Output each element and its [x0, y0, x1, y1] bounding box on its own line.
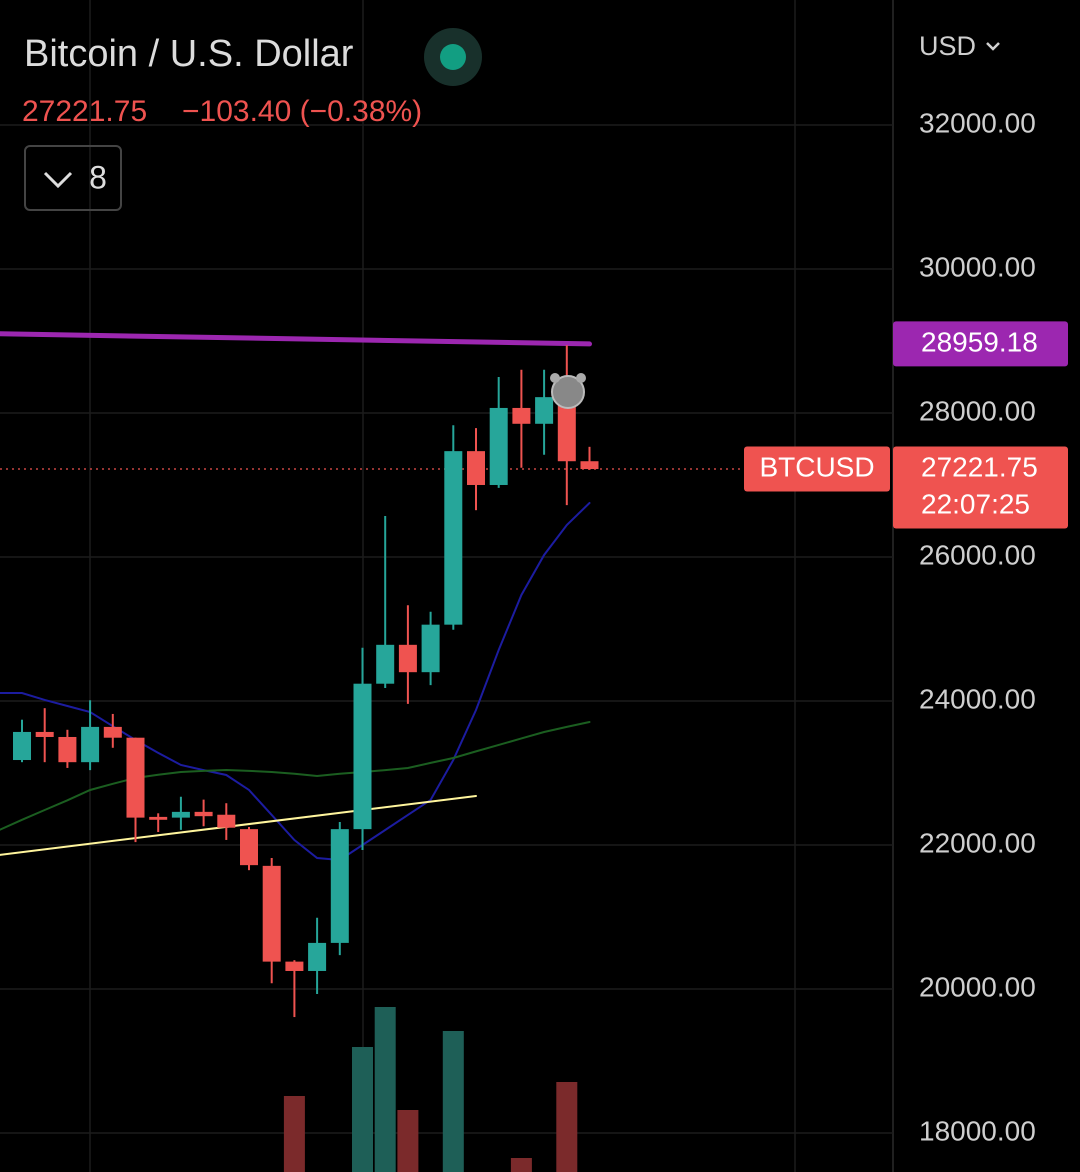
candle-body — [444, 451, 463, 625]
indicator-lines — [0, 331, 893, 861]
candle-body — [535, 397, 554, 424]
volume-bar — [556, 1082, 578, 1172]
y-tick-label: 22000.00 — [919, 827, 1036, 858]
candle-body — [58, 736, 77, 763]
candle-body — [353, 683, 372, 830]
indicator-count: 8 — [89, 159, 107, 195]
candle-body — [376, 644, 395, 684]
cursor-icon — [551, 375, 585, 409]
y-tick-label: 26000.00 — [919, 539, 1036, 570]
candle-body — [240, 829, 258, 866]
price-change: −103.40 (−0.38%) — [182, 95, 422, 128]
volume-bar — [283, 1096, 305, 1172]
candle-body — [557, 397, 576, 462]
candle-body — [194, 811, 213, 817]
volume-pane — [283, 1007, 578, 1172]
y-tick-label: 32000.00 — [919, 107, 1036, 138]
candles — [13, 345, 599, 1018]
last-price: 27221.75 — [22, 95, 147, 128]
chevron-icon — [43, 171, 73, 189]
y-tick-label: 24000.00 — [919, 683, 1036, 714]
y-tick-label: 28000.00 — [919, 395, 1036, 426]
volume-bar — [397, 1110, 419, 1172]
candle-body — [103, 726, 122, 738]
y-tick-label: 18000.00 — [919, 1115, 1036, 1146]
candle-body — [13, 731, 31, 761]
candle-body — [35, 731, 54, 737]
candle-body — [489, 407, 508, 485]
candle-body — [512, 407, 531, 424]
indicator-line — [0, 721, 591, 831]
status-dot — [440, 44, 466, 70]
indicator-line — [0, 501, 591, 861]
candle-body — [217, 814, 236, 828]
currency-chevron — [986, 42, 1000, 51]
candle-body — [398, 644, 417, 673]
countdown: 22:07:25 — [921, 488, 1030, 519]
price-tags: 28959.18 27221.75 22:07:25 BTCUSD — [744, 321, 1068, 529]
candle-body — [171, 811, 190, 818]
volume-bar — [374, 1007, 396, 1172]
volume-bar — [510, 1158, 532, 1172]
volume-bar — [352, 1047, 373, 1172]
candle-body — [149, 816, 168, 820]
price-tag-label: 27221.75 — [921, 451, 1038, 482]
price-tag — [893, 321, 1068, 367]
currency[interactable]: USD — [919, 31, 976, 61]
candle-body — [285, 961, 304, 971]
candle-body — [421, 624, 440, 673]
indicator-line — [0, 331, 592, 347]
chart-title: Bitcoin / U.S. Dollar — [24, 33, 354, 75]
candle-body — [262, 865, 281, 962]
indicator-line — [0, 794, 477, 856]
candle-body — [81, 726, 100, 763]
symbol-tag — [744, 446, 890, 492]
cursor-icon — [550, 373, 560, 383]
candle-body — [126, 737, 145, 818]
symbol-label: BTCUSD — [759, 451, 874, 482]
candle-body — [308, 942, 327, 971]
candle-body — [580, 461, 599, 470]
candle-body — [467, 451, 485, 485]
price-tag-label: 28959.18 — [921, 326, 1038, 357]
price-axis: 18000.00 20000.00 22000.00 24000.00 26000.00… — [919, 107, 1036, 1146]
volume-bar — [442, 1031, 464, 1172]
indicator-toggle[interactable] — [24, 145, 122, 211]
price-tag — [893, 446, 1068, 529]
cursor-icon — [576, 373, 586, 383]
candle-body — [330, 829, 349, 943]
y-tick-label: 20000.00 — [919, 971, 1036, 1002]
y-tick-label: 30000.00 — [919, 251, 1036, 282]
